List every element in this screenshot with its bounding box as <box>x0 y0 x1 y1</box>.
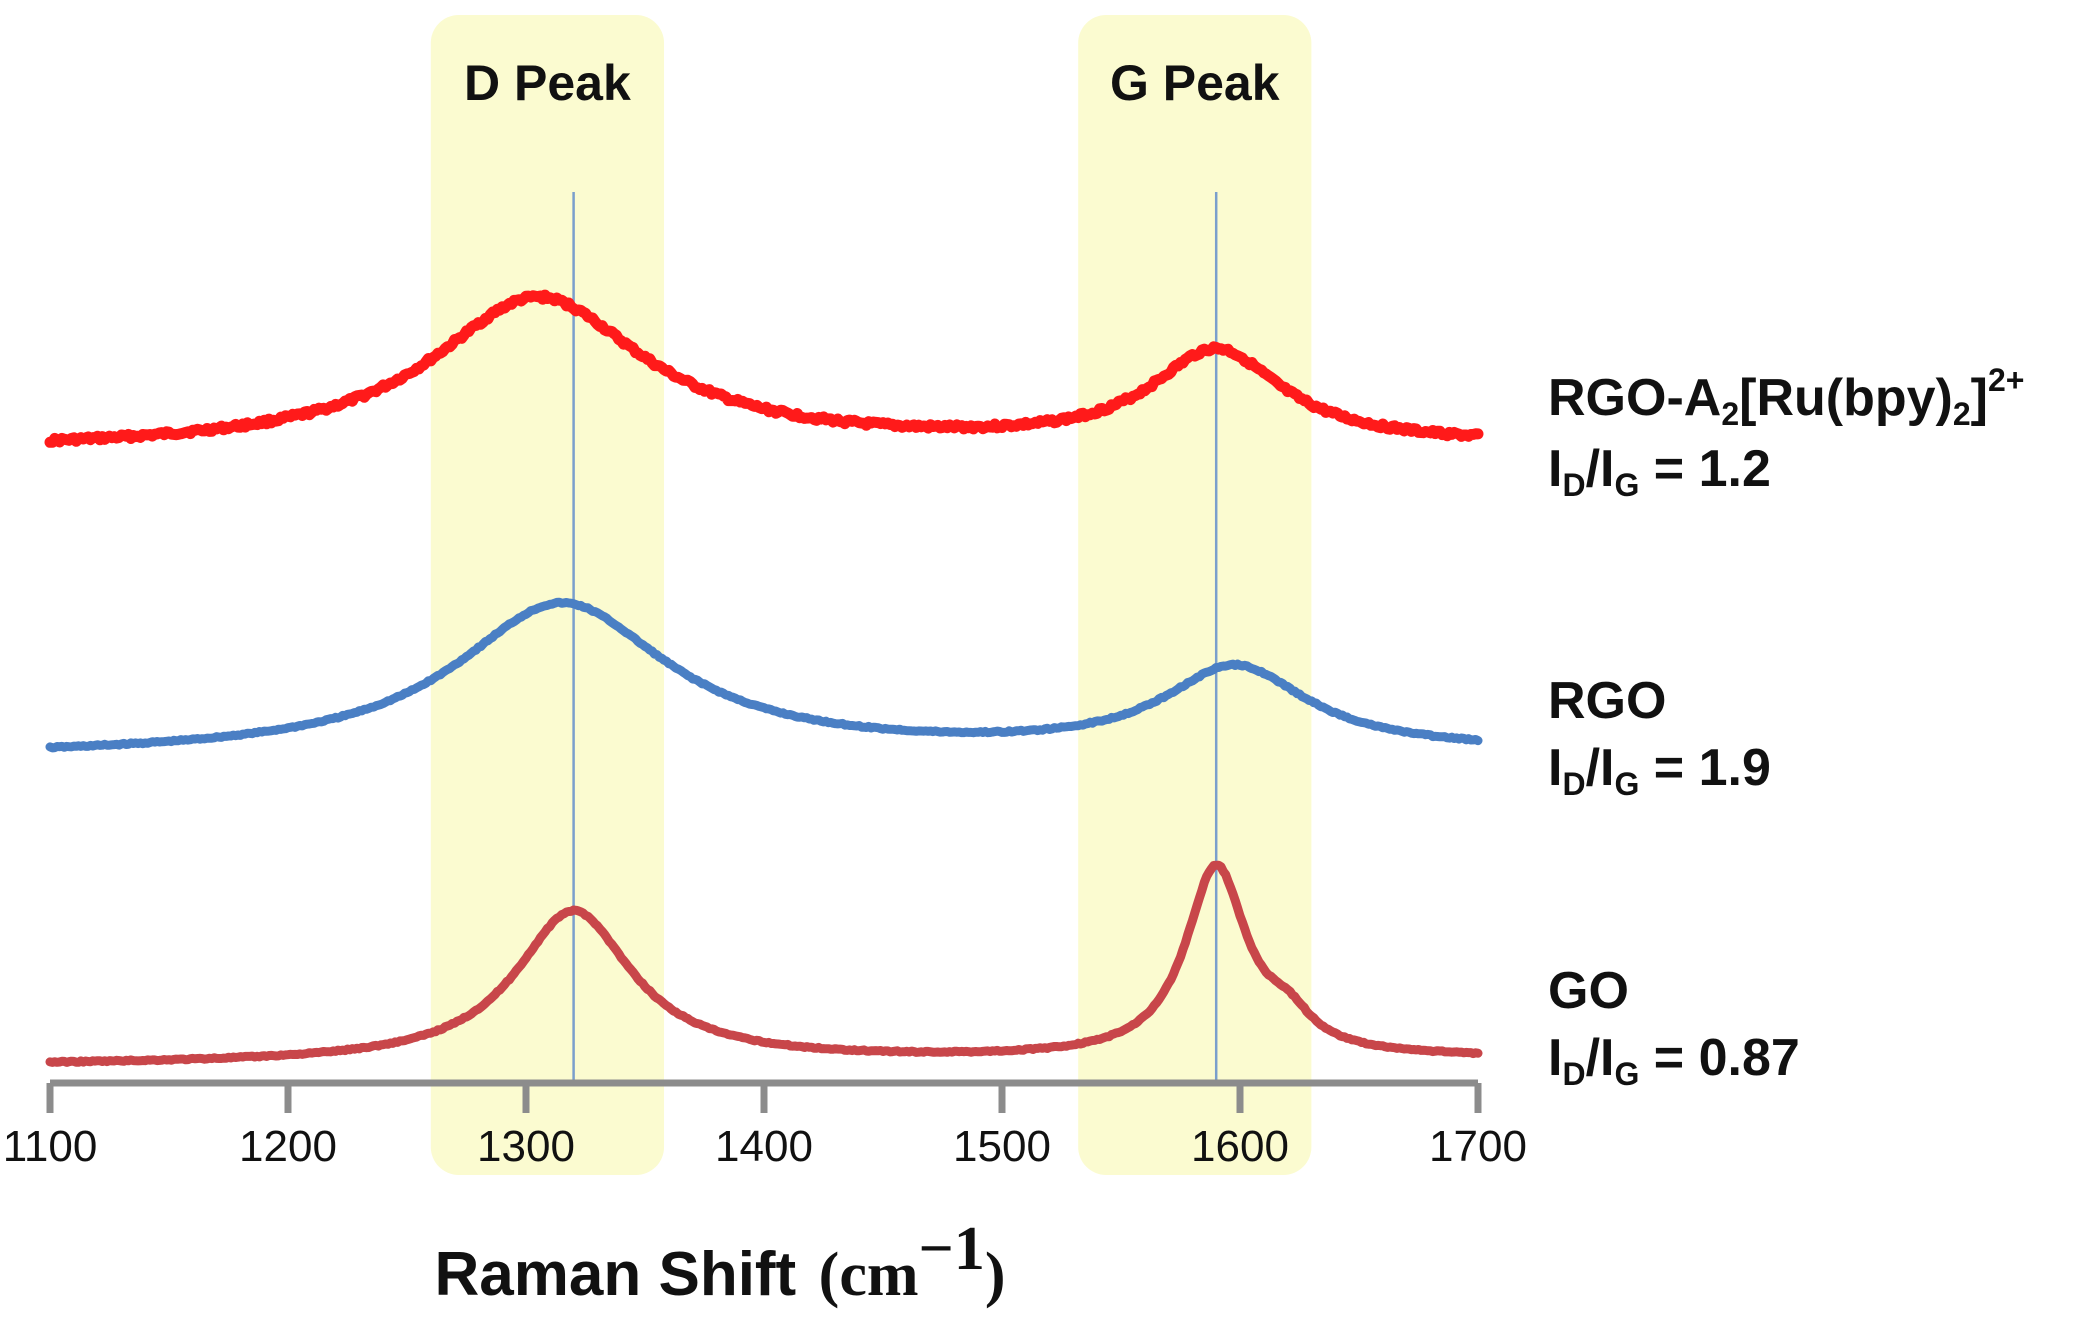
x-axis-unit-exponent: −1 <box>918 1215 984 1283</box>
x-tick-label-1300: 1300 <box>477 1122 575 1171</box>
x-tick-label-1600: 1600 <box>1191 1122 1289 1171</box>
series-ratio-rgo: ID/IG = 1.9 <box>1548 739 1771 802</box>
spectrum-series <box>44 289 1484 1067</box>
x-axis: 1100 1200 1300 1400 1500 1600 1700 <box>3 1079 1527 1171</box>
highlight-bands <box>430 15 1312 1175</box>
g-peak-label: G Peak <box>1110 55 1280 111</box>
x-tick-label-1100: 1100 <box>3 1122 98 1171</box>
x-axis-label-text: Raman Shift <box>435 1240 797 1309</box>
x-axis-unit: (cm <box>819 1241 919 1309</box>
x-axis-unit-close: ) <box>985 1241 1006 1309</box>
series-ratio-rgo-ru: ID/IG = 1.2 <box>1548 440 1771 503</box>
series-label-go: GO <box>1548 962 1629 1020</box>
series-line-go <box>45 860 1483 1067</box>
x-tick-label-1400: 1400 <box>715 1122 813 1171</box>
x-axis-label: Raman Shift (cm−1) <box>435 1215 1006 1309</box>
series-line-rgo-a <box>44 289 1484 448</box>
band-1 <box>1078 15 1312 1175</box>
d-peak-label: D Peak <box>464 55 631 111</box>
series-label-rgo-ru: RGO-A2[Ru(bpy)2]2+ <box>1548 362 2024 432</box>
peak-marker-lines <box>572 192 1218 1083</box>
band-0 <box>430 15 665 1175</box>
series-ratio-go: ID/IG = 0.87 <box>1548 1029 1800 1092</box>
series-line-rgo <box>45 597 1483 753</box>
x-tick-label-1200: 1200 <box>239 1122 337 1171</box>
x-tick-label-1700: 1700 <box>1429 1122 1527 1171</box>
x-tick-label-1500: 1500 <box>953 1122 1051 1171</box>
series-label-rgo: RGO <box>1548 672 1666 730</box>
